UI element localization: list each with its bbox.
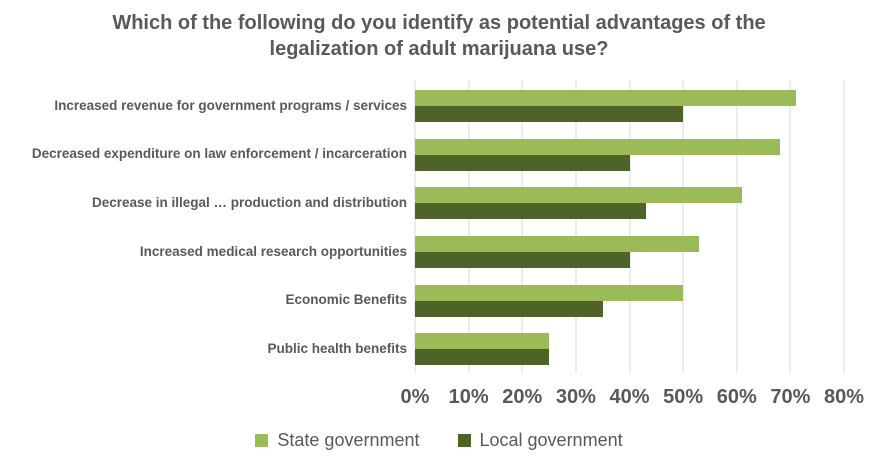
x-tick-label: 50% [663, 386, 704, 408]
bar-state-government [415, 138, 780, 155]
bar-state-government [415, 333, 550, 350]
x-tick-label: 40% [609, 386, 650, 408]
x-tick-label: 20% [502, 386, 543, 408]
category-label: Public health benefits [267, 341, 407, 357]
x-tick-label: 80% [823, 386, 865, 408]
bar-group [415, 138, 844, 171]
legend-label: State government [277, 430, 420, 450]
bar-state-government [415, 187, 743, 204]
category-label: Decreased expenditure on law enforcement… [31, 146, 407, 162]
x-tick-label: 70% [770, 386, 811, 408]
gridline [682, 81, 684, 373]
gridline [468, 81, 470, 373]
chart-title-line-1: Which of the following do you identify a… [112, 12, 766, 34]
legend: State government Local government [0, 430, 878, 451]
chart-title: Which of the following do you identify a… [0, 10, 878, 62]
plot-area [414, 81, 845, 373]
bar-group [415, 90, 844, 122]
legend-swatch [255, 434, 269, 447]
category-label: Increased revenue for government program… [54, 97, 407, 113]
category-label: Economic Benefits [285, 292, 407, 308]
gridline [736, 81, 738, 373]
bar-group [415, 333, 844, 366]
bar-group [415, 284, 844, 317]
category-labels: Increased revenue for government program… [0, 81, 407, 373]
bar-group [415, 236, 844, 268]
bar-state-government [415, 90, 796, 106]
gridline [629, 81, 630, 373]
legend-item: State government [255, 430, 420, 451]
gridline [575, 81, 577, 373]
bar-local-government [415, 252, 630, 268]
bar-group [415, 187, 844, 220]
bar-local-government [415, 106, 684, 122]
gridline [789, 81, 791, 373]
category-label: Increased medical research opportunities [139, 243, 407, 259]
bar-state-government [415, 236, 700, 252]
bar-local-government [415, 349, 550, 366]
gridline [414, 81, 416, 373]
x-axis: 0% 10% 20% 30% 40% 50% 60% 70% 80% [401, 386, 864, 414]
legend-swatch [457, 434, 471, 447]
legend-label: Local government [479, 430, 623, 450]
x-tick-label: 30% [555, 386, 596, 408]
bar-local-government [415, 203, 646, 220]
bar-state-government [415, 284, 684, 301]
x-tick-label: 10% [448, 386, 489, 408]
category-label: Decrease in illegal … production and dis… [91, 195, 407, 211]
x-tick-label: 60% [716, 386, 757, 408]
gridline [521, 81, 523, 373]
bar-local-government [415, 300, 603, 317]
bar-local-government [415, 154, 630, 171]
gridline [843, 81, 845, 373]
legend-item: Local government [457, 430, 623, 451]
chart-title-line-2: legalization of adult marijuana use? [269, 38, 609, 60]
x-tick-label: 0% [400, 386, 430, 408]
